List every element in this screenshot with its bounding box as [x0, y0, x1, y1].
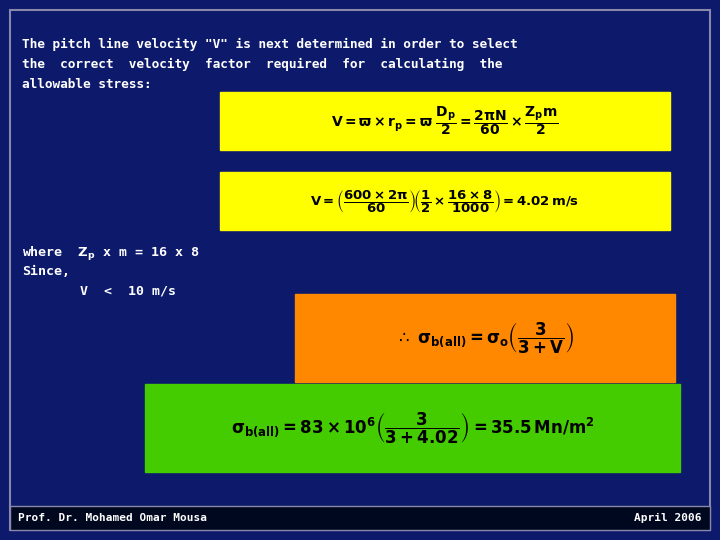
Text: allowable stress:: allowable stress: [22, 78, 152, 91]
Bar [295, 294, 675, 382]
Bar [145, 384, 680, 472]
Text: Prof. Dr. Mohamed Omar Mousa: Prof. Dr. Mohamed Omar Mousa [18, 513, 207, 523]
Text: The pitch line velocity "V" is next determined in order to select: The pitch line velocity "V" is next dete… [22, 38, 518, 51]
Text: the  correct  velocity  factor  required  for  calculating  the: the correct velocity factor required for… [22, 58, 503, 71]
Text: $\mathbf{V = \varpi \times r_p = \varpi\ \dfrac{D_p}{2} = \dfrac{2\pi N}{60} \ti: $\mathbf{V = \varpi \times r_p = \varpi\… [331, 105, 559, 137]
Text: where  $\mathbf{Z_p}$ x m = 16 x 8: where $\mathbf{Z_p}$ x m = 16 x 8 [22, 245, 199, 263]
Text: April 2006: April 2006 [634, 513, 702, 523]
Text: $\mathbf{V = \left(\dfrac{600 \times 2\pi}{60}\right)\!\left(\dfrac{1}{2} \times: $\mathbf{V = \left(\dfrac{600 \times 2\p… [310, 187, 580, 214]
Text: $\mathbf{\sigma_{b(all)} = 83 \times 10^6 \left(\dfrac{3}{3 + 4.02}\right) = 35.: $\mathbf{\sigma_{b(all)} = 83 \times 10^… [230, 410, 595, 445]
Text: Since,: Since, [22, 265, 70, 278]
Text: V  <  10 m/s: V < 10 m/s [80, 285, 176, 298]
Bar [220, 172, 670, 230]
Bar [220, 92, 670, 150]
Bar [10, 506, 710, 530]
Text: $\therefore\ \mathbf{\sigma_{b(all)} = \sigma_o \left(\dfrac{3}{3 + V}\right)}$: $\therefore\ \mathbf{\sigma_{b(all)} = \… [395, 320, 575, 356]
